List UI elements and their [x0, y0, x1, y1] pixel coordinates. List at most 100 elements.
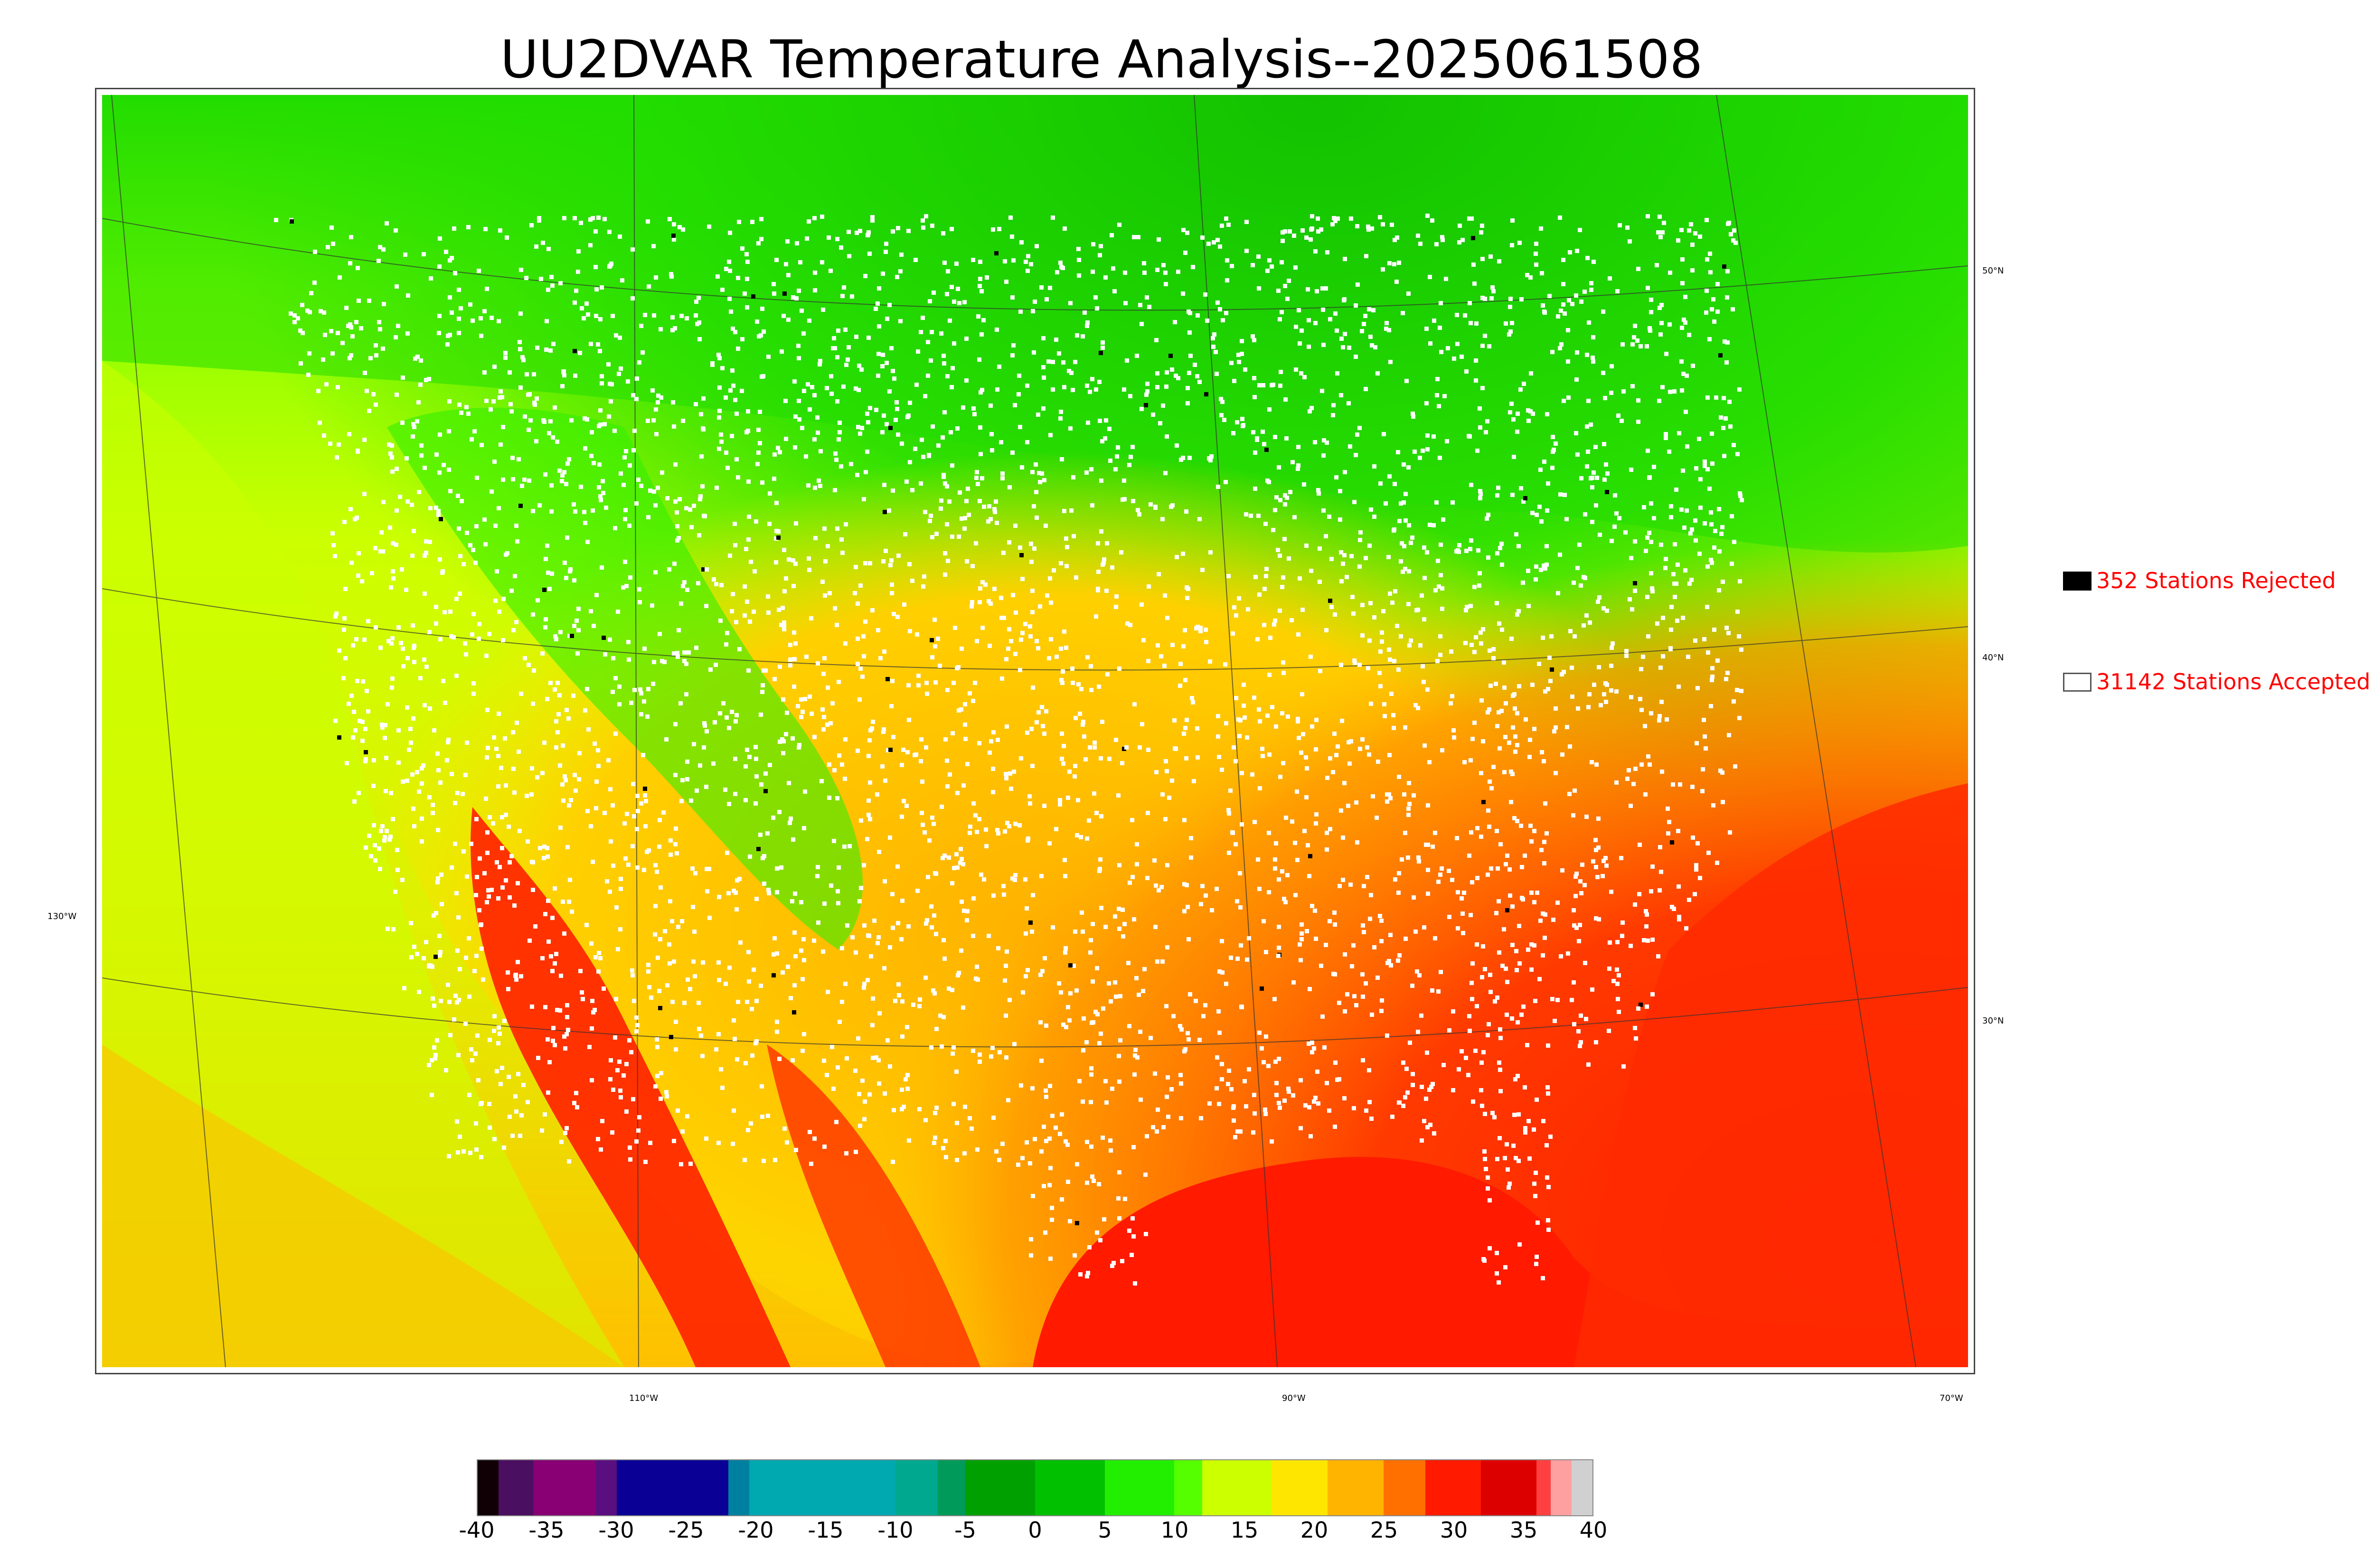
station-accepted-marker: [452, 635, 456, 639]
station-accepted-marker: [1682, 318, 1686, 322]
station-accepted-marker: [1434, 500, 1439, 505]
station-accepted-marker: [720, 1086, 725, 1090]
station-accepted-marker: [1392, 726, 1396, 730]
station-accepted-marker: [1646, 449, 1650, 453]
station-accepted-marker: [1082, 734, 1086, 739]
station-accepted-marker: [336, 331, 340, 335]
station-accepted-marker: [859, 886, 863, 890]
station-accepted-marker: [589, 609, 593, 613]
station-accepted-marker: [404, 588, 408, 592]
station-accepted-marker: [1611, 641, 1615, 646]
station-accepted-marker: [354, 637, 358, 641]
station-accepted-marker: [1719, 532, 1724, 536]
station-accepted-marker: [1475, 1004, 1479, 1008]
station-accepted-marker: [979, 873, 983, 877]
station-accepted-marker: [1620, 419, 1624, 423]
station-accepted-marker: [531, 702, 535, 706]
station-accepted-marker: [523, 656, 527, 660]
station-rejected-marker: [930, 638, 934, 642]
station-accepted-marker: [707, 867, 711, 871]
station-accepted-marker: [1439, 970, 1443, 974]
station-accepted-marker: [995, 328, 999, 332]
station-accepted-marker: [1040, 969, 1045, 973]
station-accepted-marker: [598, 494, 603, 498]
station-accepted-marker: [603, 811, 607, 815]
station-accepted-marker: [1673, 595, 1677, 599]
station-accepted-marker: [292, 313, 297, 318]
station-accepted-marker: [1139, 1098, 1143, 1102]
station-accepted-marker: [847, 230, 851, 234]
station-accepted-marker: [1347, 346, 1351, 350]
station-accepted-marker: [619, 1095, 623, 1099]
station-accepted-marker: [1633, 1026, 1637, 1030]
station-accepted-marker: [495, 1069, 499, 1073]
station-accepted-marker: [1575, 350, 1579, 355]
station-accepted-marker: [1003, 829, 1007, 834]
station-accepted-marker: [1007, 824, 1011, 828]
station-accepted-marker: [1698, 876, 1702, 880]
station-accepted-marker: [903, 532, 907, 536]
station-accepted-marker: [1366, 227, 1371, 232]
station-accepted-marker: [1418, 643, 1423, 648]
station-accepted-marker: [1165, 370, 1169, 375]
station-accepted-marker: [1630, 607, 1634, 611]
station-accepted-marker: [1498, 1136, 1502, 1140]
station-accepted-marker: [910, 579, 914, 583]
station-accepted-marker: [427, 795, 432, 799]
station-accepted-marker: [401, 779, 405, 784]
station-accepted-marker: [534, 244, 538, 249]
station-accepted-marker: [1646, 286, 1650, 290]
station-accepted-marker: [756, 451, 761, 455]
station-accepted-marker: [1558, 492, 1563, 497]
station-accepted-marker: [1439, 350, 1443, 354]
station-accepted-marker: [1240, 339, 1244, 343]
station-accepted-marker: [1403, 831, 1407, 835]
station-accepted-marker: [676, 925, 680, 929]
station-accepted-marker: [978, 1052, 982, 1057]
station-accepted-marker: [1345, 575, 1349, 579]
station-accepted-marker: [1007, 540, 1011, 545]
station-accepted-marker: [1201, 1014, 1206, 1018]
station-accepted-marker: [1085, 1140, 1089, 1144]
station-accepted-marker: [1512, 455, 1516, 459]
station-accepted-marker: [624, 1062, 629, 1066]
station-accepted-marker: [1397, 261, 1401, 265]
station-accepted-marker: [578, 351, 582, 355]
station-accepted-marker: [1537, 662, 1541, 666]
station-accepted-marker: [731, 327, 735, 331]
station-accepted-marker: [1099, 906, 1103, 910]
station-accepted-marker: [562, 373, 566, 377]
station-accepted-marker: [975, 470, 979, 474]
station-accepted-marker: [831, 346, 835, 350]
station-accepted-marker: [1596, 845, 1601, 850]
station-accepted-marker: [449, 634, 453, 638]
station-accepted-marker: [432, 1004, 436, 1008]
station-accepted-marker: [371, 784, 376, 788]
station-accepted-marker: [1615, 289, 1620, 293]
station-accepted-marker: [1347, 401, 1351, 405]
station-accepted-marker: [1367, 1100, 1372, 1104]
station-accepted-marker: [705, 567, 709, 572]
station-accepted-marker: [1623, 530, 1628, 535]
station-accepted-marker: [541, 418, 546, 423]
station-accepted-marker: [692, 930, 697, 934]
station-accepted-marker: [791, 1058, 795, 1062]
station-accepted-marker: [920, 779, 924, 784]
station-accepted-marker: [1545, 1085, 1550, 1089]
station-accepted-marker: [1057, 981, 1061, 986]
station-accepted-marker: [1365, 875, 1369, 879]
station-accepted-marker: [1093, 745, 1097, 750]
station-accepted-marker: [642, 699, 646, 704]
station-accepted-marker: [927, 838, 932, 843]
station-accepted-marker: [453, 271, 457, 275]
station-accepted-marker: [1154, 338, 1159, 342]
station-accepted-marker: [598, 423, 603, 427]
station-accepted-marker: [1283, 900, 1288, 904]
station-accepted-marker: [759, 237, 763, 241]
station-accepted-marker: [714, 582, 718, 586]
station-accepted-marker: [591, 216, 595, 220]
station-accepted-marker: [401, 376, 405, 380]
station-accepted-marker: [1043, 956, 1047, 960]
station-accepted-marker: [366, 619, 370, 623]
station-accepted-marker: [1279, 370, 1283, 374]
